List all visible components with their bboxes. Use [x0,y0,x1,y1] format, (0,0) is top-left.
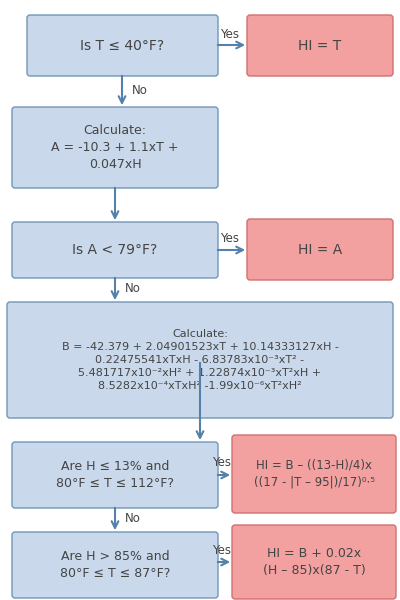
FancyBboxPatch shape [247,15,393,76]
Text: Is A < 79°F?: Is A < 79°F? [72,243,158,257]
Text: Yes: Yes [212,545,232,557]
Text: No: No [125,283,141,295]
FancyBboxPatch shape [12,107,218,188]
FancyBboxPatch shape [7,302,393,418]
Text: HI = A: HI = A [298,242,342,257]
Text: Calculate:
A = -10.3 + 1.1xT +
0.047xH: Calculate: A = -10.3 + 1.1xT + 0.047xH [51,124,179,171]
Text: Yes: Yes [220,232,240,245]
Text: Calculate:
B = -42.379 + 2.04901523xT + 10.14333127xH -
0.22475541xTxH - 6.83783: Calculate: B = -42.379 + 2.04901523xT + … [62,329,338,391]
Text: Yes: Yes [220,28,240,40]
FancyBboxPatch shape [232,435,396,513]
Text: HI = B – ((13-H)/4)x
((17 - |T – 95|)/17)⁰⋅⁵: HI = B – ((13-H)/4)x ((17 - |T – 95|)/17… [254,459,374,489]
Text: No: No [132,85,148,97]
FancyBboxPatch shape [12,532,218,598]
FancyBboxPatch shape [12,442,218,508]
Text: HI = T: HI = T [298,38,342,52]
Text: Are H > 85% and
80°F ≤ T ≤ 87°F?: Are H > 85% and 80°F ≤ T ≤ 87°F? [60,550,170,580]
FancyBboxPatch shape [247,219,393,280]
Text: Is T ≤ 40°F?: Is T ≤ 40°F? [80,38,164,52]
Text: HI = B + 0.02x
(H – 85)x(87 - T): HI = B + 0.02x (H – 85)x(87 - T) [263,547,365,577]
FancyBboxPatch shape [12,222,218,278]
Text: Are H ≤ 13% and
80°F ≤ T ≤ 112°F?: Are H ≤ 13% and 80°F ≤ T ≤ 112°F? [56,460,174,490]
Text: No: No [125,512,141,526]
FancyBboxPatch shape [232,525,396,599]
Text: Yes: Yes [212,457,232,469]
FancyBboxPatch shape [27,15,218,76]
